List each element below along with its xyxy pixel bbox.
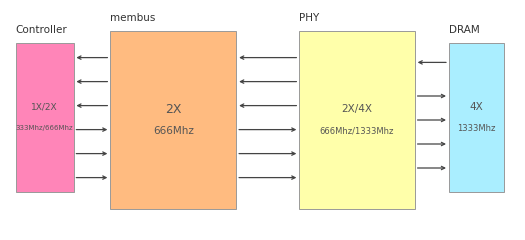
Text: 2X/4X: 2X/4X (341, 104, 373, 114)
Text: 666Mhz: 666Mhz (153, 126, 194, 136)
Text: DRAM: DRAM (449, 25, 480, 35)
FancyBboxPatch shape (449, 43, 504, 192)
Text: 333Mhz/666Mhz: 333Mhz/666Mhz (16, 125, 74, 132)
FancyBboxPatch shape (16, 43, 74, 192)
Text: Controller: Controller (16, 25, 68, 35)
FancyBboxPatch shape (299, 31, 415, 209)
Text: membus: membus (110, 13, 155, 23)
Text: 1333Mhz: 1333Mhz (457, 124, 496, 133)
FancyBboxPatch shape (110, 31, 236, 209)
Text: 666Mhz/1333Mhz: 666Mhz/1333Mhz (320, 126, 394, 135)
Text: 2X: 2X (165, 103, 182, 116)
Text: PHY: PHY (299, 13, 320, 23)
Text: 1X/2X: 1X/2X (32, 102, 58, 111)
Text: 4X: 4X (469, 102, 484, 112)
